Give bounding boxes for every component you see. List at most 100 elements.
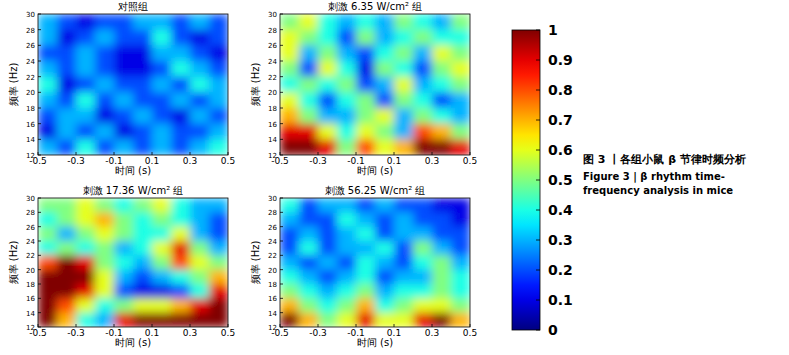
cell: [337, 108, 357, 124]
cell: [299, 270, 319, 285]
cell: [280, 298, 300, 313]
y-tick-label: 24: [26, 58, 35, 66]
cell: [133, 14, 153, 30]
colorbar-tick-label: 0.5: [548, 172, 573, 188]
cell: [451, 212, 470, 227]
x-tick: [432, 152, 433, 155]
colorbar-tick-label: 0.2: [548, 262, 573, 278]
cell: [114, 313, 134, 327]
x-tick-label: -0.3: [309, 328, 327, 338]
cell: [432, 124, 452, 140]
cell: [432, 298, 452, 313]
cell: [451, 255, 470, 270]
x-tick-label: 0.3: [425, 156, 439, 166]
cell: [171, 241, 191, 256]
cell: [95, 270, 115, 285]
y-tick-label: 12: [268, 152, 277, 160]
colorbar-tick-label: 0.1: [548, 292, 573, 308]
x-tick-label: 0.5: [463, 328, 477, 338]
cell: [318, 139, 338, 155]
colorbar-tick: [536, 210, 540, 211]
cell: [209, 45, 228, 61]
cell: [299, 313, 319, 327]
cell: [432, 313, 452, 327]
cell: [356, 255, 376, 270]
cell: [280, 92, 300, 108]
cell: [394, 270, 414, 285]
cell: [375, 77, 395, 93]
x-axis-label: 时间 (s): [115, 165, 151, 176]
cell: [413, 212, 433, 227]
cell: [299, 45, 319, 61]
cell: [38, 313, 58, 327]
y-tick-label: 12: [268, 324, 277, 332]
cell: [133, 61, 153, 77]
panel-title: 刺激 56.25 W/cm² 组: [325, 185, 426, 196]
cell: [133, 198, 153, 213]
x-tick: [190, 324, 191, 327]
cell: [133, 77, 153, 93]
cell: [280, 45, 300, 61]
cell: [152, 298, 172, 313]
cell: [76, 92, 96, 108]
cell: [280, 139, 300, 155]
cell: [375, 108, 395, 124]
cell: [318, 92, 338, 108]
x-tick: [76, 324, 77, 327]
cell: [299, 298, 319, 313]
cell: [190, 198, 210, 213]
cell: [375, 227, 395, 242]
y-tick-label: 20: [26, 267, 35, 275]
cell: [190, 212, 210, 227]
plot-area: [38, 14, 228, 155]
cell: [114, 198, 134, 213]
cell: [114, 298, 134, 313]
cell: [133, 108, 153, 124]
frame: [38, 14, 228, 155]
cell: [190, 92, 210, 108]
cell: [133, 30, 153, 46]
colorbar-tick: [536, 90, 540, 91]
y-tick-label: 28: [268, 27, 277, 35]
colorbar: 00.10.20.30.40.50.60.70.80.91: [512, 22, 573, 338]
cell: [394, 108, 414, 124]
cell: [152, 212, 172, 227]
cell: [190, 255, 210, 270]
x-tick: [152, 152, 153, 155]
x-tick: [280, 324, 281, 327]
cell: [280, 241, 300, 256]
cell: [152, 284, 172, 299]
cell: [413, 284, 433, 299]
cell: [318, 313, 338, 327]
cell: [413, 45, 433, 61]
y-tick-label: 26: [268, 42, 277, 50]
cell: [280, 284, 300, 299]
cell: [209, 77, 228, 93]
cell: [394, 77, 414, 93]
cell: [337, 139, 357, 155]
cell: [95, 212, 115, 227]
y-tick: [38, 155, 41, 156]
y-tick: [280, 327, 283, 328]
x-tick-label: 0.5: [221, 328, 235, 338]
cell: [38, 30, 58, 46]
y-tick-label: 24: [26, 238, 35, 246]
y-tick: [280, 212, 283, 213]
cell: [451, 30, 470, 46]
colorbar-tick: [536, 270, 540, 271]
cell: [280, 124, 300, 140]
y-tick: [280, 298, 283, 299]
cell: [432, 198, 452, 213]
x-tick: [470, 152, 471, 155]
y-tick-label: 30: [268, 195, 277, 203]
cell: [413, 108, 433, 124]
y-tick-label: 12: [26, 324, 35, 332]
cell: [171, 198, 191, 213]
cell: [299, 108, 319, 124]
cell: [451, 227, 470, 242]
cell: [171, 313, 191, 327]
cell: [76, 227, 96, 242]
cell: [432, 212, 452, 227]
cell: [432, 255, 452, 270]
cell: [394, 255, 414, 270]
